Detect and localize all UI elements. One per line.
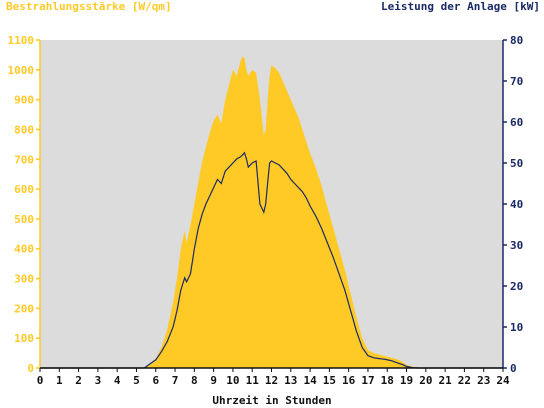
left-tick-label: 600	[14, 183, 34, 196]
power-line	[40, 151, 503, 369]
left-tick-label: 0	[27, 362, 34, 375]
x-tick-label: 6	[152, 374, 159, 387]
left-axis-title: Bestrahlungsstärke [W/qm]	[6, 0, 172, 13]
x-tick-label: 9	[210, 374, 217, 387]
x-tick-label: 12	[265, 374, 278, 387]
left-tick-label: 900	[14, 94, 34, 107]
x-tick-label: 17	[361, 374, 374, 387]
x-tick-labels: 0 1 2 3 4 5 6 7 8 9 10 11 12 13 14 15 16 17 18 19 20 21 22 23 24	[37, 368, 510, 387]
left-tick-labels: 0 100 200 300 400 500 600 700 800 900 1000 1100	[8, 34, 40, 375]
x-tick-label: 24	[496, 374, 510, 387]
right-axis-title: Leistung der Anlage [kW]	[381, 0, 540, 13]
left-tick-label: 1000	[8, 64, 35, 77]
x-tick-label: 11	[246, 374, 260, 387]
x-tick-label: 10	[226, 374, 239, 387]
x-tick-label: 0	[37, 374, 44, 387]
x-tick-label: 1	[56, 374, 63, 387]
right-tick-label: 80	[510, 34, 523, 47]
right-tick-label: 0	[510, 362, 517, 375]
x-tick-label: 5	[133, 374, 140, 387]
left-tick-label: 400	[14, 243, 34, 256]
left-tick-label: 300	[14, 273, 34, 286]
right-tick-label: 60	[510, 116, 523, 129]
x-tick-label: 21	[439, 374, 453, 387]
x-tick-label: 14	[303, 374, 317, 387]
left-tick-label: 800	[14, 123, 34, 136]
x-tick-label: 7	[172, 374, 179, 387]
x-tick-label: 4	[114, 374, 121, 387]
x-tick-label: 16	[342, 374, 356, 387]
right-tick-label: 50	[510, 157, 523, 170]
left-tick-label: 1100	[8, 34, 35, 47]
x-tick-label: 15	[323, 374, 336, 387]
x-tick-label: 23	[477, 374, 490, 387]
x-tick-label: 8	[191, 374, 198, 387]
left-tick-label: 500	[14, 213, 34, 226]
x-axis-title: Uhrzeit in Stunden	[212, 394, 332, 407]
right-tick-label: 70	[510, 75, 523, 88]
x-tick-label: 3	[95, 374, 102, 387]
x-tick-label: 18	[381, 374, 394, 387]
left-tick-label: 200	[14, 302, 34, 315]
x-tick-label: 22	[458, 374, 471, 387]
x-tick-label: 2	[75, 374, 82, 387]
right-tick-label: 40	[510, 198, 523, 211]
x-tick-label: 13	[284, 374, 297, 387]
right-tick-label: 30	[510, 239, 523, 252]
x-tick-label: 19	[400, 374, 413, 387]
irradiance-area	[40, 56, 503, 369]
left-tick-label: 100	[14, 332, 34, 345]
x-tick-label: 20	[419, 374, 432, 387]
right-tick-label: 10	[510, 321, 523, 334]
left-tick-label: 700	[14, 153, 34, 166]
right-tick-label: 20	[510, 280, 523, 293]
right-tick-labels: 0 10 20 30 40 50 60 70 80	[503, 34, 523, 375]
